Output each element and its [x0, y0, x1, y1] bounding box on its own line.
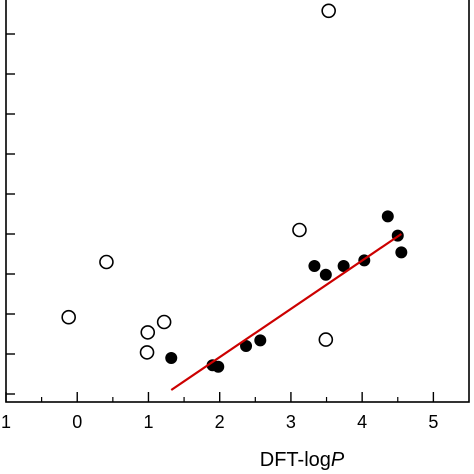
filled-data-point: [308, 260, 321, 272]
open-data-point: [321, 3, 336, 19]
open-data-point: [139, 345, 155, 360]
open-data-point: [99, 254, 114, 270]
filled-data-point: [165, 352, 178, 364]
open-data-point: [61, 309, 76, 325]
filled-data-point: [337, 260, 350, 272]
x-axis-title-italic: P: [331, 449, 345, 471]
filled-data-point: [319, 268, 332, 281]
open-data-point: [318, 332, 334, 347]
filled-data-point: [254, 334, 267, 347]
data-marks: [61, 3, 408, 391]
x-tick-label: 0: [72, 412, 82, 432]
axis-ticks: [5, 33, 435, 402]
x-tick-label: 5: [428, 412, 438, 432]
filled-data-point: [381, 210, 394, 223]
filled-data-point: [212, 360, 225, 373]
open-data-point: [140, 325, 156, 340]
open-data-point: [292, 222, 307, 238]
x-tick-label: 3: [286, 412, 296, 432]
x-tick-label: 4: [357, 412, 367, 432]
x-tick-label: 1: [1, 412, 11, 432]
x-tick-label: 1: [143, 412, 153, 432]
x-tick-label: 2: [215, 412, 225, 432]
plot-frame: [5, 0, 470, 403]
filled-data-point: [395, 246, 408, 259]
x-axis-title-main: DFT-log: [260, 449, 331, 471]
x-axis-title: DFT-logP: [260, 449, 345, 471]
x-tick-labels: 1 0 1 2 3 4 5: [1, 412, 438, 432]
fit-line: [170, 233, 402, 391]
open-data-point: [156, 314, 172, 330]
